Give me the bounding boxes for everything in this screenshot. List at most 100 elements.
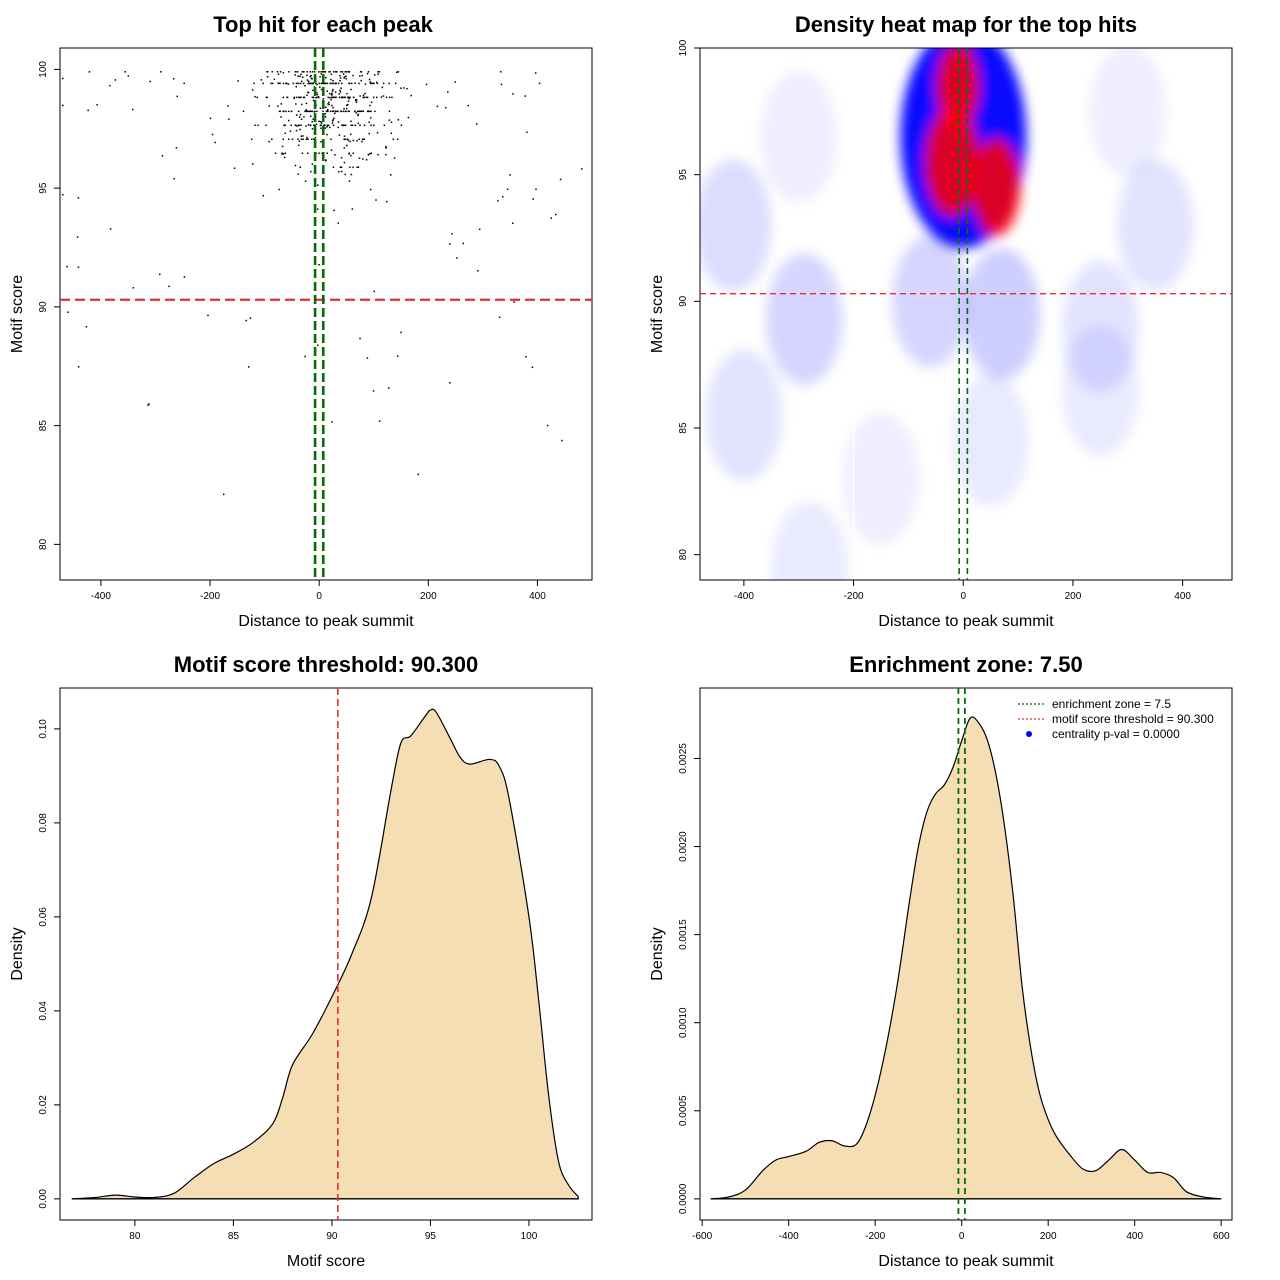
scatter-point <box>390 132 393 135</box>
scatter-point <box>334 82 337 85</box>
scatter-point <box>260 79 263 81</box>
scatter-point <box>369 104 371 107</box>
scatter-point <box>382 95 385 97</box>
scatter-point <box>297 173 299 175</box>
scatter-point <box>314 110 316 113</box>
scatter-point <box>352 96 355 99</box>
scatter-point <box>335 82 338 85</box>
scatter-point <box>297 138 299 141</box>
heatmap-blob-cool <box>760 70 838 203</box>
heatmap-y-label: Motif score <box>649 275 666 353</box>
scatter-point <box>311 163 314 165</box>
scatter-point <box>359 110 362 113</box>
scatter-point <box>403 87 405 89</box>
scatter-point <box>337 126 339 129</box>
distance-density-x-axis: -600 -400 -200 0 200 400 600 <box>692 1220 1230 1242</box>
scatter-point <box>369 188 372 191</box>
scatter-point <box>356 110 359 113</box>
scatter-point <box>305 102 308 105</box>
scatter-point <box>350 133 352 136</box>
scatter-point <box>344 96 346 99</box>
scatter-point <box>354 124 357 127</box>
scatter-point <box>524 95 527 97</box>
scatter-point <box>425 83 428 86</box>
scatter-ytick-label: 95 <box>38 182 49 194</box>
scatter-point <box>390 174 392 176</box>
scatter-point <box>300 124 302 127</box>
score-density-ytick-label: 0.06 <box>38 907 49 927</box>
legend-enrichment-label: enrichment zone = 7.5 <box>1052 697 1171 711</box>
scatter-point <box>332 110 335 112</box>
scatter-point <box>352 74 354 77</box>
scatter-point <box>501 196 504 198</box>
scatter-point <box>307 138 309 141</box>
scatter-point <box>354 110 356 113</box>
scatter-point <box>388 82 390 85</box>
scatter-point <box>279 82 281 85</box>
scatter-point <box>331 92 333 95</box>
scatter-point <box>345 77 347 80</box>
scatter-point <box>318 263 320 266</box>
scatter-point <box>310 82 313 85</box>
scatter-point <box>252 163 254 165</box>
scatter-point <box>320 82 323 85</box>
scatter-point <box>297 110 300 113</box>
scatter-point <box>338 134 341 136</box>
scatter-point <box>310 170 312 173</box>
scatter-point <box>357 122 360 125</box>
scatter-point <box>311 120 313 123</box>
heatmap-y-axis: 80 85 90 95 100 <box>678 39 700 560</box>
scatter-point <box>391 96 393 99</box>
score-density-ytick-label: 0.10 <box>38 719 49 739</box>
scatter-point <box>546 424 549 427</box>
scatter-point <box>351 124 354 127</box>
scatter-point <box>335 110 337 113</box>
scatter-point <box>347 110 350 113</box>
scatter-point <box>312 118 314 120</box>
scatter-point <box>340 110 343 113</box>
scatter-point <box>302 96 305 99</box>
scatter-point <box>301 80 303 83</box>
scatter-point <box>324 124 326 127</box>
scatter-point <box>317 344 319 347</box>
scatter-point <box>381 86 384 89</box>
heatmap-xtick-label: 200 <box>1065 591 1082 602</box>
scatter-point <box>410 94 412 97</box>
scatter-point <box>158 273 161 276</box>
scatter-point <box>359 71 362 73</box>
scatter-point <box>357 113 360 116</box>
scatter-point <box>307 110 309 113</box>
scatter-point <box>265 96 268 99</box>
scatter-point <box>351 208 354 210</box>
heatmap-blob-hot <box>936 48 979 129</box>
scatter-point <box>282 153 285 155</box>
scatter-point <box>320 124 322 127</box>
scatter-point <box>339 166 342 168</box>
scatter-point <box>559 178 562 181</box>
scatter-x-label: Distance to peak summit <box>238 613 414 630</box>
scatter-point <box>366 357 369 359</box>
scatter-point <box>330 138 332 141</box>
scatter-point <box>337 121 340 123</box>
scatter-point <box>88 71 91 73</box>
scatter-point <box>329 110 332 113</box>
scatter-point <box>326 90 329 93</box>
scatter-point <box>359 124 361 127</box>
scatter-point <box>160 71 162 73</box>
scatter-point <box>66 265 68 268</box>
scatter-point <box>314 136 317 139</box>
scatter-point <box>335 96 337 99</box>
scatter-point <box>396 138 399 141</box>
scatter-point <box>302 138 304 141</box>
scatter-point <box>318 71 320 73</box>
scatter-point <box>262 194 265 197</box>
scatter-point <box>330 98 332 101</box>
scatter-point <box>498 316 501 319</box>
scatter-point <box>96 104 98 106</box>
scatter-point <box>309 115 312 118</box>
scatter-point <box>334 112 336 115</box>
scatter-point <box>388 387 390 389</box>
scatter-point <box>280 103 282 105</box>
scatter-point <box>253 82 255 85</box>
scatter-point <box>315 123 318 126</box>
